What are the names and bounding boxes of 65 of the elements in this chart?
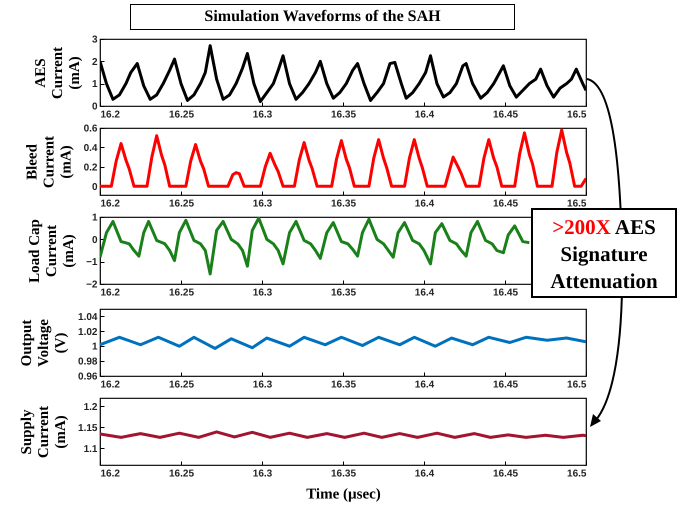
- y-tick-label: 0: [92, 234, 98, 246]
- x-tick-label: 16.35: [330, 198, 356, 210]
- y-tick-label: 3: [92, 34, 98, 46]
- x-tick-label: 16.45: [492, 288, 518, 298]
- x-tick-label: 16.25: [168, 468, 194, 480]
- y-tick-label: 1: [92, 212, 98, 224]
- y-tick-label: 1.1: [84, 444, 98, 455]
- x-tick-label: 16.2: [100, 110, 120, 120]
- x-tick-label: 16.3: [252, 110, 273, 120]
- y-tick-label: 1.2: [84, 402, 98, 413]
- y-tick-label: 0.98: [78, 356, 98, 368]
- line-series: [100, 128, 586, 188]
- x-tick-label: 16.4: [414, 198, 435, 210]
- y-tick-label: 1.15: [78, 422, 98, 434]
- y-tick-label: 0: [92, 102, 98, 112]
- y-axis-title: Bleed Current (mA): [24, 136, 75, 188]
- x-tick-label: 16.5: [567, 110, 587, 120]
- y-axis-title: Supply Current (mA): [19, 406, 70, 458]
- y-tick-label: 1: [92, 79, 98, 90]
- x-tick-label: 16.2: [100, 380, 120, 390]
- annotation: >200X AES Signature Attenuation: [531, 208, 677, 298]
- y-tick-label: 0.2: [84, 162, 98, 174]
- x-tick-label: 16.4: [414, 468, 435, 480]
- x-tick-label: 16.4: [414, 288, 435, 298]
- chart-title: Simulation Waveforms of the SAH: [130, 4, 515, 30]
- y-tick-label: 1: [92, 342, 98, 353]
- x-tick-label: 16.5: [567, 468, 587, 480]
- y-axis-title: Output Voltage (V): [19, 318, 70, 367]
- x-tick-label: 16.25: [168, 198, 194, 210]
- x-tick-label: 16.5: [567, 380, 587, 390]
- x-tick-label: 16.2: [100, 288, 120, 298]
- line-series: [100, 217, 531, 276]
- x-tick-label: 16.2: [100, 198, 120, 210]
- x-tick-label: 16.45: [492, 110, 518, 120]
- y-tick-label: 0.96: [78, 372, 98, 382]
- x-tick-label: 16.3: [252, 288, 273, 298]
- x-tick-label: 16.45: [492, 198, 518, 210]
- y-tick-label: 2: [92, 56, 98, 68]
- x-tick-label: 16.25: [168, 380, 194, 390]
- y-tick-label: 0: [92, 182, 98, 193]
- y-tick-label: 1.04: [78, 312, 98, 323]
- y-axis-title: AES Current (mA): [32, 46, 83, 100]
- x-tick-label: 16.45: [492, 380, 518, 390]
- y-tick-label: 1.02: [78, 326, 98, 338]
- x-axis-title: Time (µsec): [306, 486, 381, 502]
- y-tick-label: 0.6: [84, 124, 98, 134]
- x-tick-label: 16.35: [330, 110, 356, 120]
- x-tick-label: 16.2: [100, 468, 120, 480]
- y-axis-title: Load Cap Current (mA): [27, 219, 78, 283]
- x-tick-label: 16.35: [330, 288, 356, 298]
- line-series: [100, 336, 586, 350]
- y-tick-label: −2: [86, 280, 98, 290]
- x-tick-label: 16.5: [567, 198, 587, 210]
- x-tick-label: 16.25: [168, 110, 194, 120]
- x-tick-label: 16.4: [414, 380, 435, 390]
- x-tick-label: 16.25: [168, 288, 194, 298]
- x-tick-label: 16.45: [492, 468, 518, 480]
- y-tick-label: 0.4: [84, 142, 98, 154]
- x-tick-label: 16.3: [252, 198, 273, 210]
- x-tick-label: 16.4: [414, 110, 435, 120]
- x-tick-label: 16.35: [330, 468, 356, 480]
- x-tick-label: 16.3: [252, 380, 273, 390]
- y-tick-label: −1: [86, 257, 98, 268]
- x-tick-label: 16.35: [330, 380, 356, 390]
- x-tick-label: 16.3: [252, 468, 273, 480]
